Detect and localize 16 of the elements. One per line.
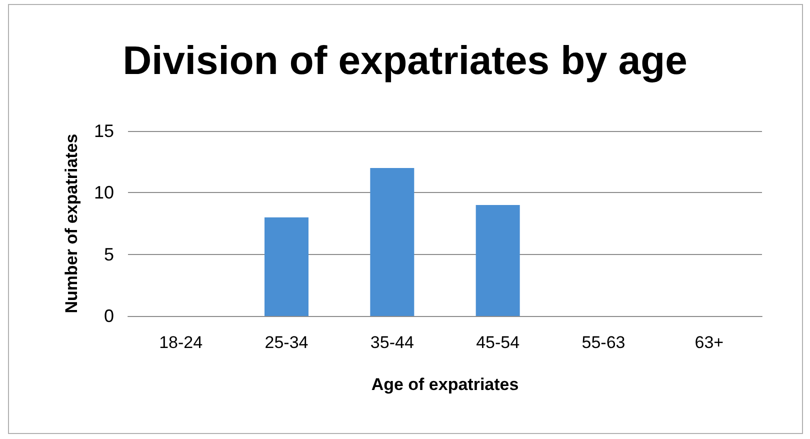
bar	[264, 217, 308, 316]
x-tick-label: 25-34	[264, 333, 308, 352]
y-tick-label: 10	[94, 182, 114, 203]
y-tick-label: 5	[104, 244, 114, 264]
y-tick-label: 15	[94, 121, 114, 141]
bar	[370, 168, 414, 316]
x-tick-label: 55-63	[582, 333, 626, 352]
x-tick-label: 35-44	[370, 333, 414, 352]
x-axis-title: Age of expatriates	[371, 375, 519, 394]
x-tick-label: 63+	[694, 333, 724, 352]
x-tick-label: 45-54	[476, 333, 520, 352]
y-tick-label: 0	[104, 306, 114, 326]
chart-title: Division of expatriates by age	[122, 39, 688, 83]
x-tick-label: 18-24	[159, 333, 203, 352]
bar	[476, 205, 520, 316]
y-axis-title: Number of expatriates	[62, 134, 81, 314]
